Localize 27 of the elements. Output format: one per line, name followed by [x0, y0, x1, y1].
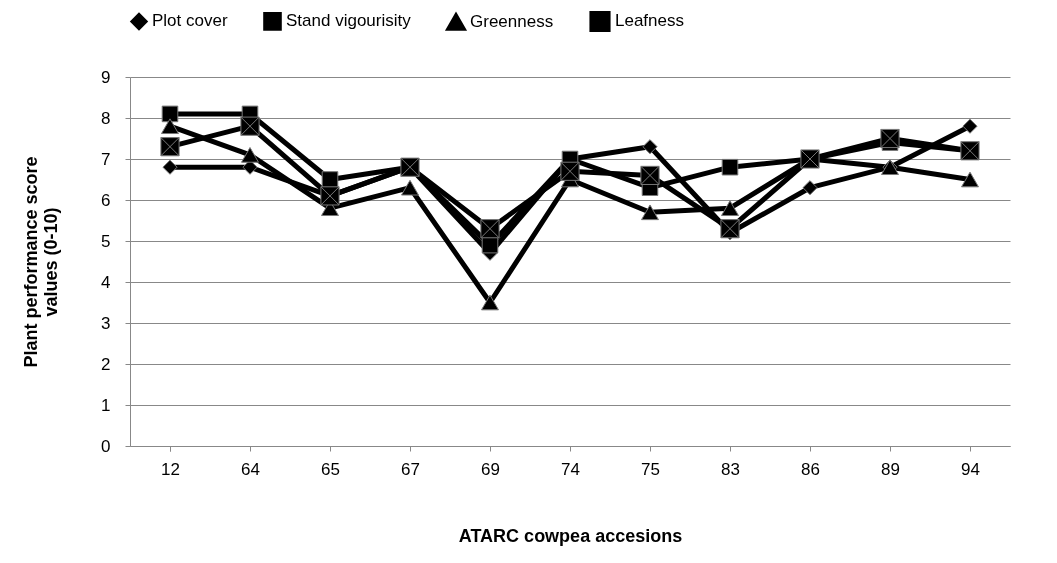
x-tick-label: 64	[241, 459, 260, 479]
x-tick-label: 67	[401, 459, 420, 479]
y-tick-label: 5	[101, 231, 111, 251]
x-tick-label: 74	[561, 459, 580, 479]
y-tick-label: 4	[101, 272, 111, 292]
legend-label: Leafness	[615, 11, 684, 31]
x-tick-label: 83	[721, 459, 740, 479]
x-tick-label: 75	[641, 459, 660, 479]
x-tick-label: 65	[321, 459, 340, 479]
y-tick-label: 6	[101, 190, 111, 210]
x-tick-label: 69	[481, 459, 500, 479]
y-tick-label: 2	[101, 354, 111, 374]
legend-label: Stand vigourisity	[286, 11, 412, 31]
x-tick-label: 89	[881, 459, 900, 479]
x-tick-label: 94	[961, 459, 980, 479]
y-tick-label: 8	[101, 108, 111, 128]
y-tick-label: 1	[101, 395, 111, 415]
y-tick-label: 7	[101, 149, 111, 169]
y-tick-label: 9	[101, 67, 111, 87]
legend-label: Plot cover	[152, 11, 228, 31]
x-axis-title: ATARC cowpea accesions	[458, 525, 683, 546]
x-tick-label: 12	[161, 459, 180, 479]
legend-label: Greenness	[470, 11, 554, 31]
y-axis-title: Plant performance score values (0-10)	[21, 156, 62, 368]
y-tick-label: 3	[101, 313, 111, 333]
x-tick-label: 86	[801, 459, 820, 479]
y-tick-label: 0	[101, 436, 111, 456]
